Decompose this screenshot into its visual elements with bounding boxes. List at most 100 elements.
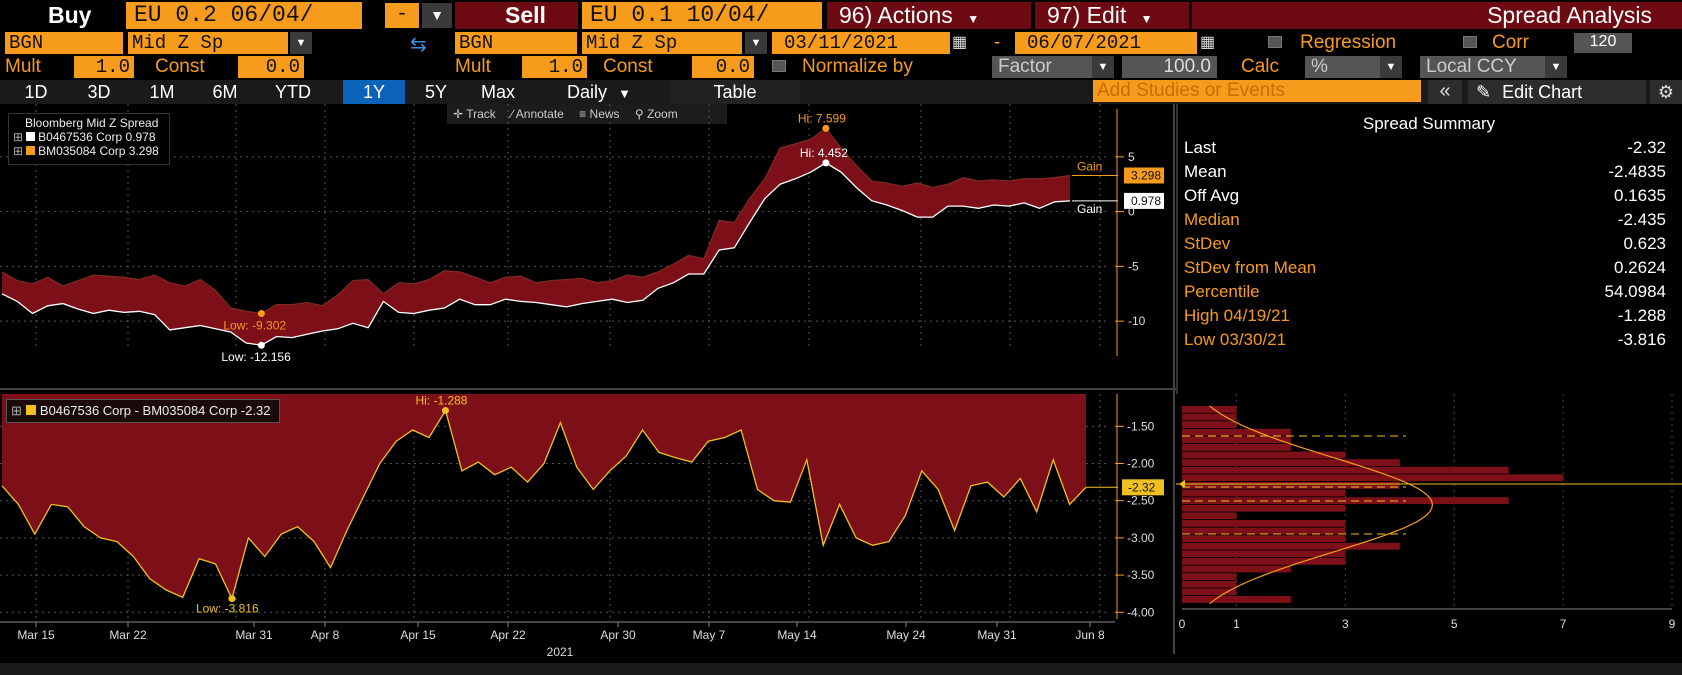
hist-bar <box>1182 504 1346 512</box>
hist-bar <box>1182 573 1237 580</box>
gain-label-orange: Gain <box>1077 159 1102 173</box>
edit-chart-button[interactable]: ✎ Edit Chart <box>1468 80 1646 104</box>
hist-bar <box>1182 512 1237 520</box>
table-button[interactable]: Table <box>670 80 800 104</box>
right-field-select[interactable]: Mid Z Sp <box>582 32 742 54</box>
mult-left-label: Mult <box>5 56 41 77</box>
add-studies-input[interactable]: Add Studies or Events <box>1093 80 1421 102</box>
mult-right-label: Mult <box>455 56 491 77</box>
corr-label: Corr <box>1492 32 1529 53</box>
buy-dash-field[interactable]: - <box>385 3 419 28</box>
normalize-value-field[interactable]: 100.0 <box>1122 56 1217 78</box>
zoom-tool[interactable]: ⚲ Zoom <box>635 107 678 121</box>
corr-checkbox[interactable] <box>1463 36 1477 48</box>
daily-select[interactable]: Daily ▼ <box>545 80 653 104</box>
yellow-swatch <box>25 405 36 415</box>
high-marker-orange <box>822 124 830 132</box>
x-tick-label: Apr 22 <box>490 628 526 642</box>
tab-6m[interactable]: 6M <box>212 82 238 102</box>
right-field-dropdown[interactable]: ▼ <box>745 32 767 54</box>
regression-checkbox[interactable] <box>1268 36 1282 48</box>
left-source-field[interactable]: BGN <box>5 32 123 54</box>
y-tick-label: 0 <box>1128 205 1135 219</box>
hist-bar <box>1182 565 1291 573</box>
currency-select[interactable]: Local CCY <box>1420 56 1545 78</box>
summary-label: StDev from Mean <box>1184 258 1317 277</box>
hist-bar <box>1182 558 1346 565</box>
bottom-legend[interactable]: ⊞ B0467536 Corp - BM035084 Corp -2.32 <box>6 399 280 423</box>
swap-icon[interactable]: ⇆ <box>410 34 427 56</box>
actions-menu-button[interactable]: 96) Actions ▼ <box>827 2 1031 29</box>
summary-label: StDev <box>1184 234 1231 253</box>
gear-icon[interactable]: ⚙ <box>1650 80 1682 104</box>
regression-label: Regression <box>1300 32 1397 53</box>
const-right-field[interactable]: 0.0 <box>692 56 754 78</box>
daily-label: Daily <box>567 82 608 102</box>
buy-security-field[interactable]: EU 0.2 06/04/ <box>126 2 362 29</box>
track-tool[interactable]: ✛ Track <box>453 107 496 121</box>
normal-curve <box>1209 405 1434 605</box>
hist-bar <box>1182 459 1400 466</box>
buy-dropdown-button[interactable]: ▼ <box>422 3 452 28</box>
hist-bar <box>1182 596 1291 603</box>
high-label: Hi: -1.288 <box>415 394 467 408</box>
hist-bar <box>1182 436 1291 444</box>
mult-right-field[interactable]: 1.0 <box>522 56 587 78</box>
edit-menu-button[interactable]: 97) Edit ▼ <box>1035 2 1189 29</box>
hist-bar <box>1182 520 1346 527</box>
crosshair-icon: ✛ <box>453 107 464 121</box>
currency-dropdown[interactable]: ▼ <box>1545 56 1567 78</box>
normalize-select[interactable]: Factor <box>992 56 1092 78</box>
spread-charts[interactable]: Hi: 7.599 Hi: 4.452 Low: -9.302 Low: -12.15… <box>0 104 1176 675</box>
summary-label: Low 03/30/21 <box>1184 330 1287 349</box>
calc-select[interactable]: % <box>1305 56 1385 78</box>
corr-value-field[interactable]: 120 <box>1574 33 1632 53</box>
tab-1d[interactable]: 1D <box>24 82 48 102</box>
difference-line <box>1 408 1087 601</box>
pen-icon: ∕ <box>511 107 514 121</box>
left-field-dropdown[interactable]: ▼ <box>290 32 312 54</box>
hist-bar <box>1182 413 1237 421</box>
mult-left-field[interactable]: 1.0 <box>74 56 134 78</box>
const-left-field[interactable]: 0.0 <box>238 56 304 78</box>
tab-3d[interactable]: 3D <box>87 82 111 102</box>
news-tool[interactable]: ≡ News <box>579 107 619 121</box>
date-from-field[interactable]: 03/11/2021 <box>772 32 950 54</box>
sell-security-field[interactable]: EU 0.1 10/04/ <box>582 2 822 29</box>
difference-area <box>2 394 1086 599</box>
const-right-label: Const <box>603 56 653 77</box>
chevron-down-icon: ▼ <box>618 86 631 101</box>
hist-bar <box>1182 421 1237 428</box>
normalize-dropdown[interactable]: ▼ <box>1092 56 1114 78</box>
actions-label: 96) Actions <box>839 2 953 28</box>
annotate-tool[interactable]: ∕ Annotate <box>511 107 564 121</box>
expand-icon: ⊞ <box>11 403 22 418</box>
tab-ytd[interactable]: YTD <box>275 82 311 102</box>
tab-1y[interactable]: 1Y <box>343 80 405 104</box>
calc-dropdown[interactable]: ▼ <box>1380 56 1402 78</box>
calendar-icon[interactable]: ▦ <box>952 34 968 51</box>
collapse-icon[interactable]: « <box>1428 80 1462 104</box>
tab-5y[interactable]: 5Y <box>424 82 448 102</box>
left-field-select[interactable]: Mid Z Sp <box>128 32 288 54</box>
y-tick-label: -5 <box>1128 259 1139 273</box>
x-tick-label: Apr 30 <box>600 628 636 642</box>
right-source-field[interactable]: BGN <box>455 32 577 54</box>
date-to-field[interactable]: 06/07/2021 <box>1015 32 1197 54</box>
summary-value: -1.288 <box>1617 306 1666 325</box>
news-label: News <box>589 107 620 121</box>
tab-1m[interactable]: 1M <box>149 82 175 102</box>
legend-series-orange[interactable]: ⊞ BM035084 Corp 3.298 <box>13 144 165 158</box>
legend-series-white[interactable]: ⊞ B0467536 Corp 0.978 <box>13 130 165 144</box>
hist-bar <box>1182 489 1346 497</box>
hist-bar <box>1182 580 1237 588</box>
track-label: Track <box>466 107 496 121</box>
calendar-icon[interactable]: ▦ <box>1200 34 1216 51</box>
summary-label: Percentile <box>1184 282 1260 301</box>
x-tick-label: Apr 15 <box>400 628 436 642</box>
date-separator: - <box>994 32 1001 53</box>
tab-max[interactable]: Max <box>480 82 515 102</box>
normalize-checkbox[interactable] <box>772 60 786 72</box>
chevron-down-icon: ▼ <box>1140 12 1153 26</box>
summary-label: Off Avg <box>1184 186 1240 205</box>
